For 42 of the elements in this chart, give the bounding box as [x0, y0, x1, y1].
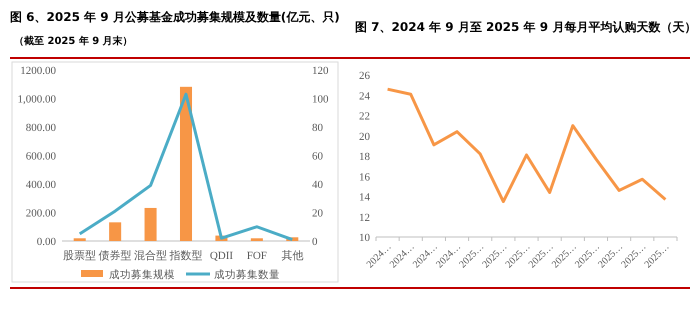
bar [74, 238, 86, 241]
legend-label: 成功募集规模 [109, 268, 175, 281]
y2-tick-label: 120 [312, 65, 329, 77]
chart-title: 图 7、2024 年 9 月至 2025 年 9 月每月平均认购天数（天） [355, 20, 696, 34]
y-tick-label: 10 [359, 232, 370, 244]
x-tick-label: 股票型 [63, 250, 96, 262]
y-tick-label: 16 [359, 171, 370, 184]
bar [109, 222, 122, 241]
y-tick-label: 18 [359, 151, 370, 163]
line-series [386, 88, 667, 204]
x-tick-label: 其他 [281, 249, 304, 262]
y-tick-label: 1200.00 [20, 65, 56, 77]
x-tick-label: 混合型 [134, 249, 168, 262]
y-tick-label: 0.00 [36, 236, 56, 248]
y-tick-label: 1,000.00 [18, 94, 56, 106]
y-tick-label: 24 [359, 90, 370, 102]
y2-tick-label: 80 [312, 122, 324, 134]
bar [250, 238, 263, 241]
y-tick-label: 800.00 [26, 122, 56, 134]
y-tick-label: 22 [359, 110, 370, 122]
bar [180, 86, 192, 241]
x-tick-label: 债券型 [98, 249, 132, 262]
y-tick-label: 200.00 [26, 208, 56, 220]
x-tick-label: 指数型 [168, 250, 202, 262]
y2-tick-label: 100 [312, 94, 329, 106]
y-tick-label: 600.00 [26, 150, 56, 162]
y-tick-label: 14 [359, 192, 370, 204]
bar [144, 208, 157, 241]
y2-tick-label: 0 [312, 236, 318, 248]
x-tick-label: FOF [246, 250, 267, 262]
y-tick-label: 20 [359, 130, 370, 143]
x-tick-label: QDII [210, 250, 234, 262]
y-tick-label: 12 [359, 212, 370, 224]
legend-label: 成功募集数量 [214, 268, 280, 281]
y2-tick-label: 20 [312, 208, 324, 220]
y2-tick-label: 40 [312, 179, 324, 191]
y2-tick-label: 60 [312, 150, 324, 162]
y-tick-label: 26 [359, 70, 370, 82]
chart-subtitle: （截至 2025 年 9 月末） [14, 35, 133, 47]
y-tick-label: 400.00 [26, 179, 56, 191]
chart-title: 图 6、2025 年 9 月公募基金成功募集规模及数量(亿元、只) [10, 10, 340, 24]
line-series [78, 92, 294, 242]
